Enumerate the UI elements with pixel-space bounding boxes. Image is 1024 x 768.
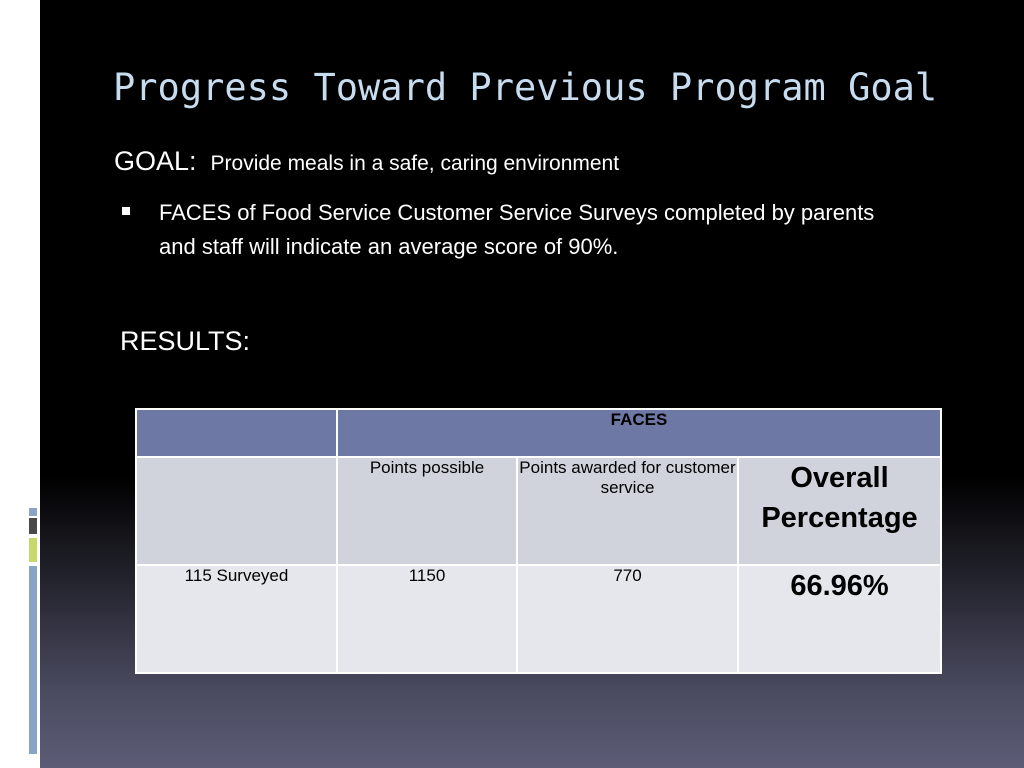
points-possible-cell: 1150 [336,564,518,674]
table-row: 115 Surveyed 1150 770 66.96% [135,564,942,674]
table-header-row: FACES [135,408,942,458]
goal-bullet: FACES of Food Service Customer Service S… [122,196,902,264]
decor-bar [29,508,37,516]
bullet-text: FACES of Food Service Customer Service S… [159,200,875,259]
decor-bar [29,518,37,534]
results-label: RESULTS: [120,326,251,356]
overall-percentage-cell: 66.96% [737,564,942,674]
table-corner-cell [135,408,338,458]
points-awarded-cell: 770 [516,564,739,674]
slide-title: Progress Toward Previous Program Goal [113,66,938,109]
decor-bar [29,566,37,754]
points-possible-header: Points possible [336,456,518,566]
table-empty-cell [135,456,338,566]
row-label-cell: 115 Surveyed [135,564,338,674]
goal-line: GOAL: Provide meals in a safe, caring env… [114,146,619,177]
faces-header: FACES [336,408,942,458]
results-table: FACES Points possible Points awarded for… [135,408,942,674]
decor-bar [29,538,37,562]
goal-label: GOAL: [114,146,197,176]
points-awarded-header: Points awarded for customer service [516,456,739,566]
table-subheader-row: Points possible Points awarded for custo… [135,456,942,566]
goal-text: Provide meals in a safe, caring environm… [210,152,620,175]
overall-percentage-header: Overall Percentage [737,456,942,566]
bullet-square-icon [122,207,130,215]
